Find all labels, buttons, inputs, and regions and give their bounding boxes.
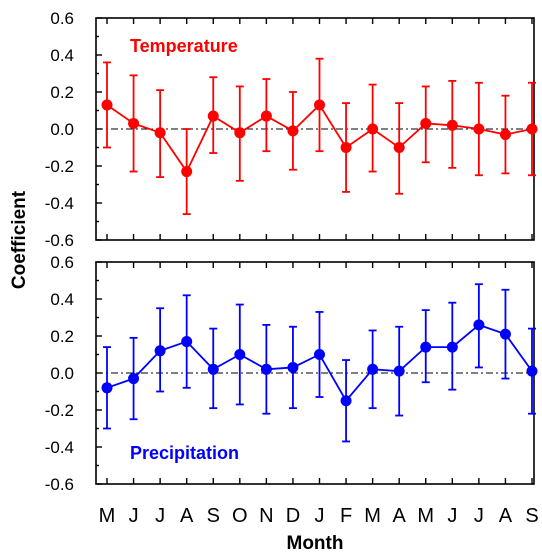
x-tick-label: A <box>393 505 407 527</box>
x-tick-label: M <box>99 505 116 527</box>
data-point <box>526 123 538 135</box>
y-tick-label: 0.0 <box>50 120 74 139</box>
x-tick-label: S <box>525 505 538 527</box>
data-point <box>260 363 272 375</box>
data-point <box>473 319 485 331</box>
y-tick-label: -0.4 <box>45 438 74 457</box>
x-tick-label: J <box>474 505 484 527</box>
data-point <box>473 123 485 135</box>
x-tick-label: O <box>232 505 248 527</box>
y-tick-label: 0.6 <box>50 9 74 28</box>
y-tick-label: -0.2 <box>45 401 74 420</box>
data-point <box>181 336 193 348</box>
data-point <box>420 117 432 129</box>
data-point <box>101 99 113 111</box>
x-axis-title: Month <box>287 533 344 554</box>
data-point <box>260 110 272 122</box>
data-point <box>101 382 113 394</box>
y-tick-label: -0.6 <box>45 231 74 250</box>
panel-title: Temperature <box>130 36 238 56</box>
data-point <box>446 341 458 353</box>
y-axis-title: Coefficient <box>9 190 30 289</box>
x-tick-label: J <box>155 505 165 527</box>
x-tick-label: N <box>259 505 273 527</box>
data-point <box>234 349 246 360</box>
data-point <box>420 341 432 353</box>
data-point <box>446 119 458 131</box>
y-tick-label: 0.0 <box>50 364 74 383</box>
data-point <box>526 365 538 377</box>
data-point <box>154 127 166 139</box>
x-tick-label: J <box>447 505 457 527</box>
data-point <box>287 361 299 373</box>
y-tick-label: 0.6 <box>50 253 74 272</box>
y-tick-label: 0.2 <box>50 327 74 346</box>
panel-title: Precipitation <box>130 443 239 463</box>
x-tick-label: J <box>129 505 139 527</box>
y-tick-label: -0.2 <box>45 157 74 176</box>
panel-temperature: 0.6 0.4 0.2 0.0 -0.2 -0.4 -0.6 Temperature <box>45 9 538 250</box>
data-point <box>128 117 140 129</box>
x-tick-label: A <box>180 505 194 527</box>
x-tick-label: A <box>499 505 513 527</box>
y-tick-label: 0.4 <box>50 290 74 309</box>
x-tick-label: F <box>340 505 352 527</box>
data-point <box>367 363 379 375</box>
data-point <box>128 373 140 385</box>
data-point <box>499 129 511 141</box>
y-tick-label: -0.6 <box>45 475 74 494</box>
data-point <box>154 345 166 357</box>
x-tick-label: S <box>207 505 220 527</box>
x-tick-label: J <box>315 505 325 527</box>
data-point <box>314 99 325 111</box>
panel-precipitation: 0.6 0.4 0.2 0.0 -0.2 -0.4 -0.6 Precipitation <box>45 253 538 494</box>
x-tick-label: M <box>364 505 381 527</box>
data-point <box>207 110 219 122</box>
y-tick-label: 0.4 <box>50 46 74 65</box>
data-point <box>234 127 246 139</box>
data-point <box>393 365 405 377</box>
data-point <box>393 142 405 153</box>
y-tick-label: 0.2 <box>50 83 74 102</box>
data-point <box>287 125 299 137</box>
x-tick-label: D <box>286 505 300 527</box>
data-point <box>207 363 219 375</box>
y-tick-label: -0.4 <box>45 194 74 213</box>
data-point <box>499 328 511 340</box>
data-point <box>340 142 352 153</box>
x-tick-label: M <box>417 505 434 527</box>
data-point <box>340 395 352 407</box>
data-point <box>367 123 379 135</box>
data-point <box>314 349 325 360</box>
data-point <box>181 166 193 178</box>
